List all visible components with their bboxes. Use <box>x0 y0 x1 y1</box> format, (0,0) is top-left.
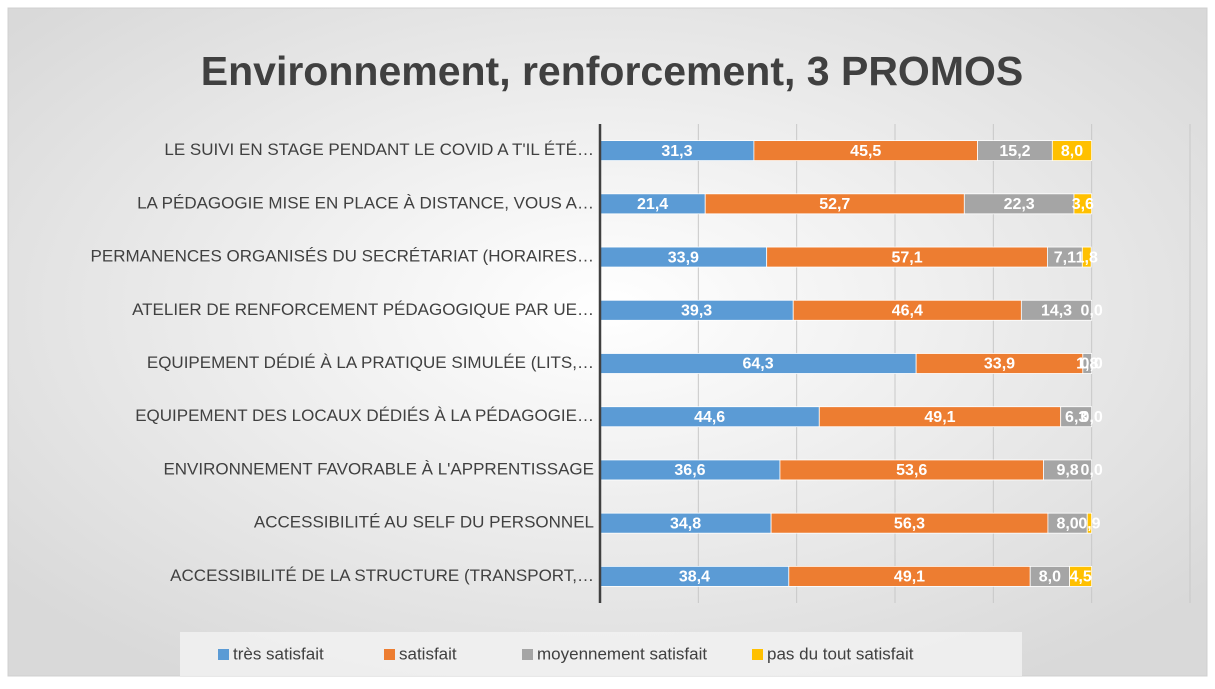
bar-segment <box>1073 193 1093 215</box>
data-label: 57,1 <box>891 249 922 266</box>
data-label: 22,3 <box>1004 196 1035 213</box>
bar-segment <box>1043 459 1093 481</box>
data-label: 34,8 <box>670 515 701 532</box>
data-label: 38,4 <box>679 569 710 586</box>
data-label: 0,0 <box>1081 409 1103 426</box>
legend-label: satisfait <box>399 644 457 663</box>
bar-segment <box>1069 565 1093 587</box>
bar-segment <box>1082 353 1093 374</box>
data-label: 46,4 <box>892 302 923 319</box>
bar-segment <box>1081 246 1092 268</box>
y-tick-label: EQUIPEMENT DÉDIÉ À LA PRATIQUE SIMULÉE (… <box>147 353 594 372</box>
legend-swatch <box>752 649 763 660</box>
data-label: 0,9 <box>1078 515 1100 532</box>
data-label: 8,0 <box>1039 569 1061 586</box>
y-tick-label: LA PÉDAGOGIE MISE EN PLACE À DISTANCE, V… <box>137 193 594 212</box>
y-tick-label: EQUIPEMENT DES LOCAUX DÉDIÉS À LA PÉDAGO… <box>135 406 594 425</box>
data-label: 1,8 <box>1076 356 1098 373</box>
data-label: 33,9 <box>668 249 699 266</box>
data-label: 56,3 <box>894 515 925 532</box>
bar-segment <box>1020 299 1093 321</box>
bar-segment <box>1086 512 1093 534</box>
data-label: 14,3 <box>1041 302 1072 319</box>
legend-label: moyennement satisfait <box>537 644 707 663</box>
chart-title: Environnement, renforcement, 3 PROMOS <box>201 48 1023 94</box>
data-label: 53,6 <box>896 462 927 479</box>
y-tick-label: ACCESSIBILITÉ AU SELF DU PERSONNEL <box>254 513 594 532</box>
chart-area <box>7 7 1208 677</box>
data-label: 0,0 <box>1081 462 1103 479</box>
data-label: 0,0 <box>1081 302 1103 319</box>
data-label: 8,0 <box>1056 515 1078 532</box>
y-tick-label: ENVIRONNEMENT FAVORABLE À L'APPRENTISSAG… <box>163 459 594 478</box>
data-label: 44,6 <box>694 409 725 426</box>
data-label: 36,6 <box>674 462 705 479</box>
y-tick-label: PERMANENCES ORGANISÉS DU SECRÉTARIAT (HO… <box>91 247 594 266</box>
data-label: 7,1 <box>1054 249 1076 266</box>
data-label: 39,3 <box>681 302 712 319</box>
data-label: 15,2 <box>999 143 1030 160</box>
legend-label: pas du tout satisfait <box>767 644 914 663</box>
legend-box <box>180 632 1022 676</box>
data-label: 8,0 <box>1061 143 1083 160</box>
legend-swatch <box>218 649 229 660</box>
data-label: 9,8 <box>1056 462 1078 479</box>
legend-label: très satisfait <box>233 644 324 663</box>
data-label: 21,4 <box>637 196 668 213</box>
bar-segment <box>1051 140 1093 162</box>
data-label: 33,9 <box>984 356 1015 373</box>
data-label: 1,8 <box>1076 249 1098 266</box>
data-label: 52,7 <box>819 196 850 213</box>
data-label: 49,1 <box>894 569 925 586</box>
bar-segment <box>1060 406 1093 428</box>
data-label: 3,6 <box>1072 196 1094 213</box>
data-label: 6,3 <box>1065 409 1087 426</box>
legend-swatch <box>522 649 533 660</box>
data-label: 4,5 <box>1069 569 1091 586</box>
y-tick-label: ATELIER DE RENFORCEMENT PÉDAGOGIQUE PAR … <box>132 300 594 319</box>
data-label: 45,5 <box>850 143 881 160</box>
data-label: 64,3 <box>743 356 774 373</box>
data-label: 31,3 <box>661 143 692 160</box>
data-label: 0,0 <box>1081 356 1103 373</box>
data-label: 49,1 <box>924 409 955 426</box>
y-tick-label: LE SUIVI EN STAGE PENDANT LE COVID A T'I… <box>164 140 594 159</box>
legend-swatch <box>384 649 395 660</box>
y-tick-label: ACCESSIBILITÉ DE LA STRUCTURE (TRANSPORT… <box>170 566 594 585</box>
